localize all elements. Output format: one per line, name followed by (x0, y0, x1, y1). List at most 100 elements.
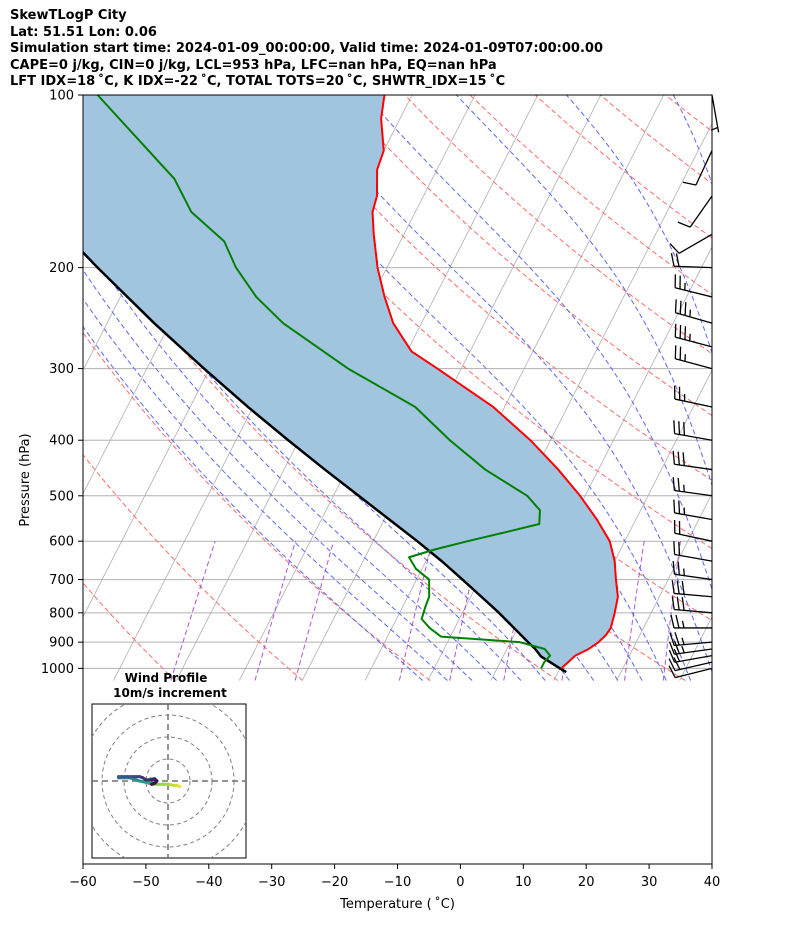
wind-barbs (668, 94, 720, 679)
barb-half (683, 484, 685, 492)
moist-adiabat (672, 95, 712, 186)
barb-staff (674, 573, 713, 581)
barb-staff (695, 150, 713, 186)
axes: −60 −50 −40 −30 −20 −10 0 10 20 30 40 1000 900 800 700… (41, 89, 720, 891)
barb-full (677, 477, 680, 492)
dry-adiabat (339, 95, 712, 417)
barb-staff (674, 287, 713, 298)
moist-adiabat (753, 95, 794, 681)
wind-barb (668, 657, 713, 672)
y-tick-label: 600 (49, 535, 74, 550)
barb-full (669, 243, 680, 254)
barb-full (675, 614, 680, 629)
isotherm-line (0, 95, 35, 681)
dry-adiabat (274, 95, 712, 481)
barb-full (677, 451, 680, 466)
wind-barb (710, 94, 720, 133)
barb-staff (675, 336, 713, 348)
parcel-profile-line (83, 250, 567, 674)
barb-half (681, 645, 685, 654)
location-line: Lat: 51.51 Lon: 0.06 (10, 24, 157, 40)
isotherm-line (742, 95, 794, 681)
barb-full (681, 597, 685, 611)
barb-full (668, 649, 676, 663)
y-tick-label: 1000 (41, 662, 74, 677)
hodograph-subtitle: 10m/s increment (113, 686, 227, 700)
barb-staff (674, 489, 713, 497)
wind-barb (674, 299, 713, 324)
moist-adiabat (83, 269, 473, 681)
barb-full (669, 632, 675, 646)
wind-barb (673, 385, 713, 408)
x-tick-label: 0 (456, 875, 464, 890)
barb-staff (674, 667, 713, 679)
y-axis-label: Pressure (hPa) (18, 433, 33, 526)
x-tick-label: −20 (321, 875, 348, 890)
barb-full (672, 450, 676, 465)
barb-staff (674, 608, 713, 614)
wind-barb (668, 648, 713, 663)
barb-full (673, 648, 681, 662)
x-tick-label: 10 (515, 875, 532, 890)
wind-barb (671, 580, 713, 598)
wind-barb (674, 274, 713, 298)
barb-staff (674, 265, 713, 269)
barb-full (674, 632, 680, 646)
wind-barb (672, 450, 713, 471)
x-tick-label: 40 (704, 875, 721, 890)
plot-area (0, 95, 794, 681)
wind-barb (670, 253, 713, 269)
hodograph: Wind Profile 10m/s increment (91, 671, 247, 859)
barb-full (676, 596, 680, 611)
barb-full (677, 561, 680, 576)
x-tick-label: −50 (132, 875, 159, 890)
indices-line-2: LFT IDX=18 ˚C, K IDX=-22 ˚C, TOTAL TOTS=… (10, 74, 506, 89)
barb-full (673, 541, 676, 555)
temperature-line (371, 95, 619, 670)
y-tick-label: 100 (49, 89, 74, 104)
barb-full (672, 477, 676, 491)
x-tick-label: 30 (641, 875, 658, 890)
moist-adiabat (455, 95, 712, 487)
wind-barb (671, 596, 713, 614)
x-tick-label: −60 (69, 875, 96, 890)
barb-staff (674, 592, 713, 598)
wind-barb (673, 420, 713, 441)
barb-staff (674, 641, 713, 647)
barb-staff (674, 463, 713, 471)
barb-full (681, 581, 685, 595)
barb-staff (674, 398, 713, 408)
barb-staff (674, 532, 713, 542)
barb-half (683, 568, 685, 576)
barb-full (670, 253, 675, 267)
barb-staff (678, 233, 713, 254)
dry-adiabat (83, 582, 176, 681)
barb-full (679, 300, 682, 315)
wind-barb (672, 477, 713, 497)
barb-staff (674, 432, 713, 441)
barb-full (673, 420, 676, 434)
barb-staff (674, 654, 713, 663)
mixing-ratio-line (170, 541, 216, 681)
wind-barb (672, 560, 713, 581)
y-tick-label: 300 (49, 362, 74, 377)
wind-barb (674, 345, 713, 370)
barb-full (671, 580, 675, 594)
barb-full (671, 596, 675, 610)
barb-staff (675, 312, 713, 324)
barb-staff (674, 553, 713, 562)
isotherm-line (364, 95, 665, 681)
barb-half (681, 637, 685, 645)
hodograph-title: Wind Profile (125, 671, 208, 685)
barb-full (678, 421, 681, 435)
time-line: Simulation start time: 2024-01-09_00:00:… (10, 41, 603, 56)
wind-barb (669, 233, 713, 254)
barb-full (668, 665, 676, 678)
barb-full (677, 221, 691, 228)
wind-barb (673, 499, 713, 521)
barb-full (668, 658, 676, 671)
dewpoint-line (96, 95, 552, 669)
y-tick-label: 400 (49, 434, 74, 449)
barb-full (673, 640, 680, 654)
dry-adiabat (731, 95, 794, 681)
